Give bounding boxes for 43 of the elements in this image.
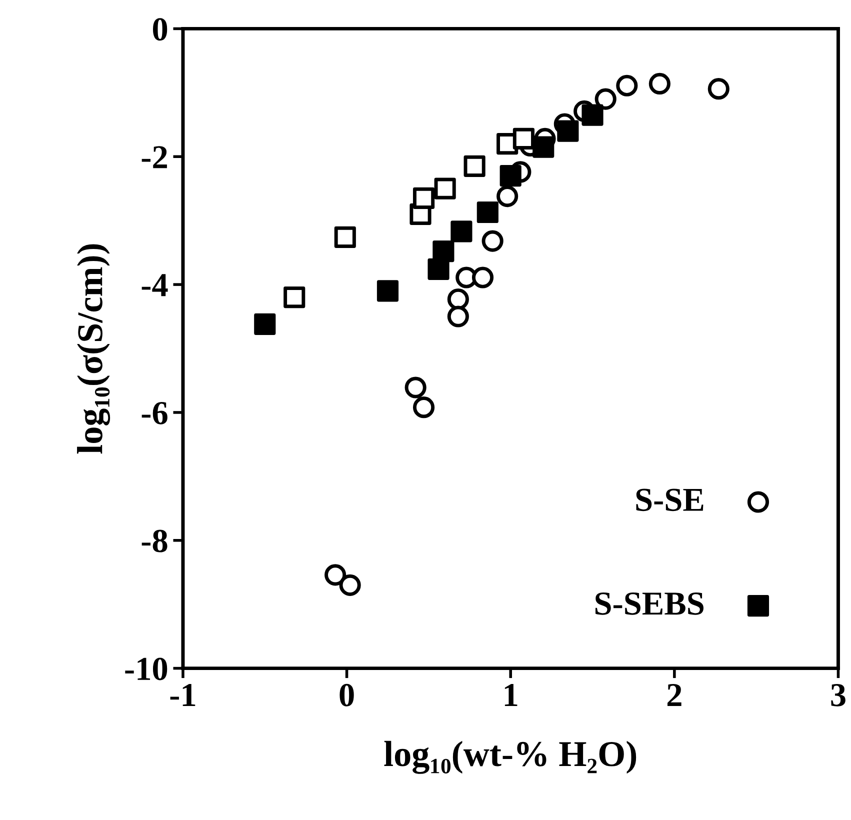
y-tick-label: -2 (142, 146, 167, 168)
point (254, 313, 276, 335)
point (450, 220, 472, 242)
point (447, 306, 469, 328)
y-tick-label: 0 (152, 18, 168, 41)
legend-label: S-SE (636, 488, 704, 512)
point (616, 74, 638, 96)
y-axis-title: log₁₀(σ(S/cm)) (77, 244, 110, 454)
point (512, 128, 534, 150)
point (376, 280, 399, 302)
point (404, 376, 426, 398)
point (339, 574, 361, 596)
point (412, 396, 435, 418)
point (412, 187, 435, 209)
point (594, 88, 616, 110)
y-tick-label: -6 (142, 402, 168, 424)
x-tick-label: 0 (340, 684, 354, 706)
point (496, 185, 518, 208)
point (532, 136, 554, 158)
point (334, 226, 356, 248)
point (434, 178, 456, 200)
point (482, 230, 504, 252)
point (472, 266, 494, 288)
point (428, 258, 450, 280)
y-tick-label: -8 (142, 530, 168, 552)
point (582, 104, 604, 126)
point (708, 78, 730, 100)
x-tick-label: 3 (831, 684, 846, 706)
point (500, 165, 522, 187)
point (284, 286, 306, 308)
point (432, 240, 454, 262)
point (476, 201, 498, 224)
point (557, 120, 579, 142)
x-tick-label: 1 (504, 684, 518, 706)
x-tick-label: -1 (170, 684, 196, 706)
point (464, 155, 486, 178)
point (648, 72, 670, 94)
legend-label: S-SEBS (596, 592, 704, 615)
x-tick-label: 2 (667, 684, 682, 706)
x-axis-title: log₁₀(wt-% H₂O) (384, 740, 636, 774)
y-tick-label: -4 (142, 274, 168, 296)
y-tick-label: -10 (125, 658, 168, 680)
point (324, 564, 346, 586)
